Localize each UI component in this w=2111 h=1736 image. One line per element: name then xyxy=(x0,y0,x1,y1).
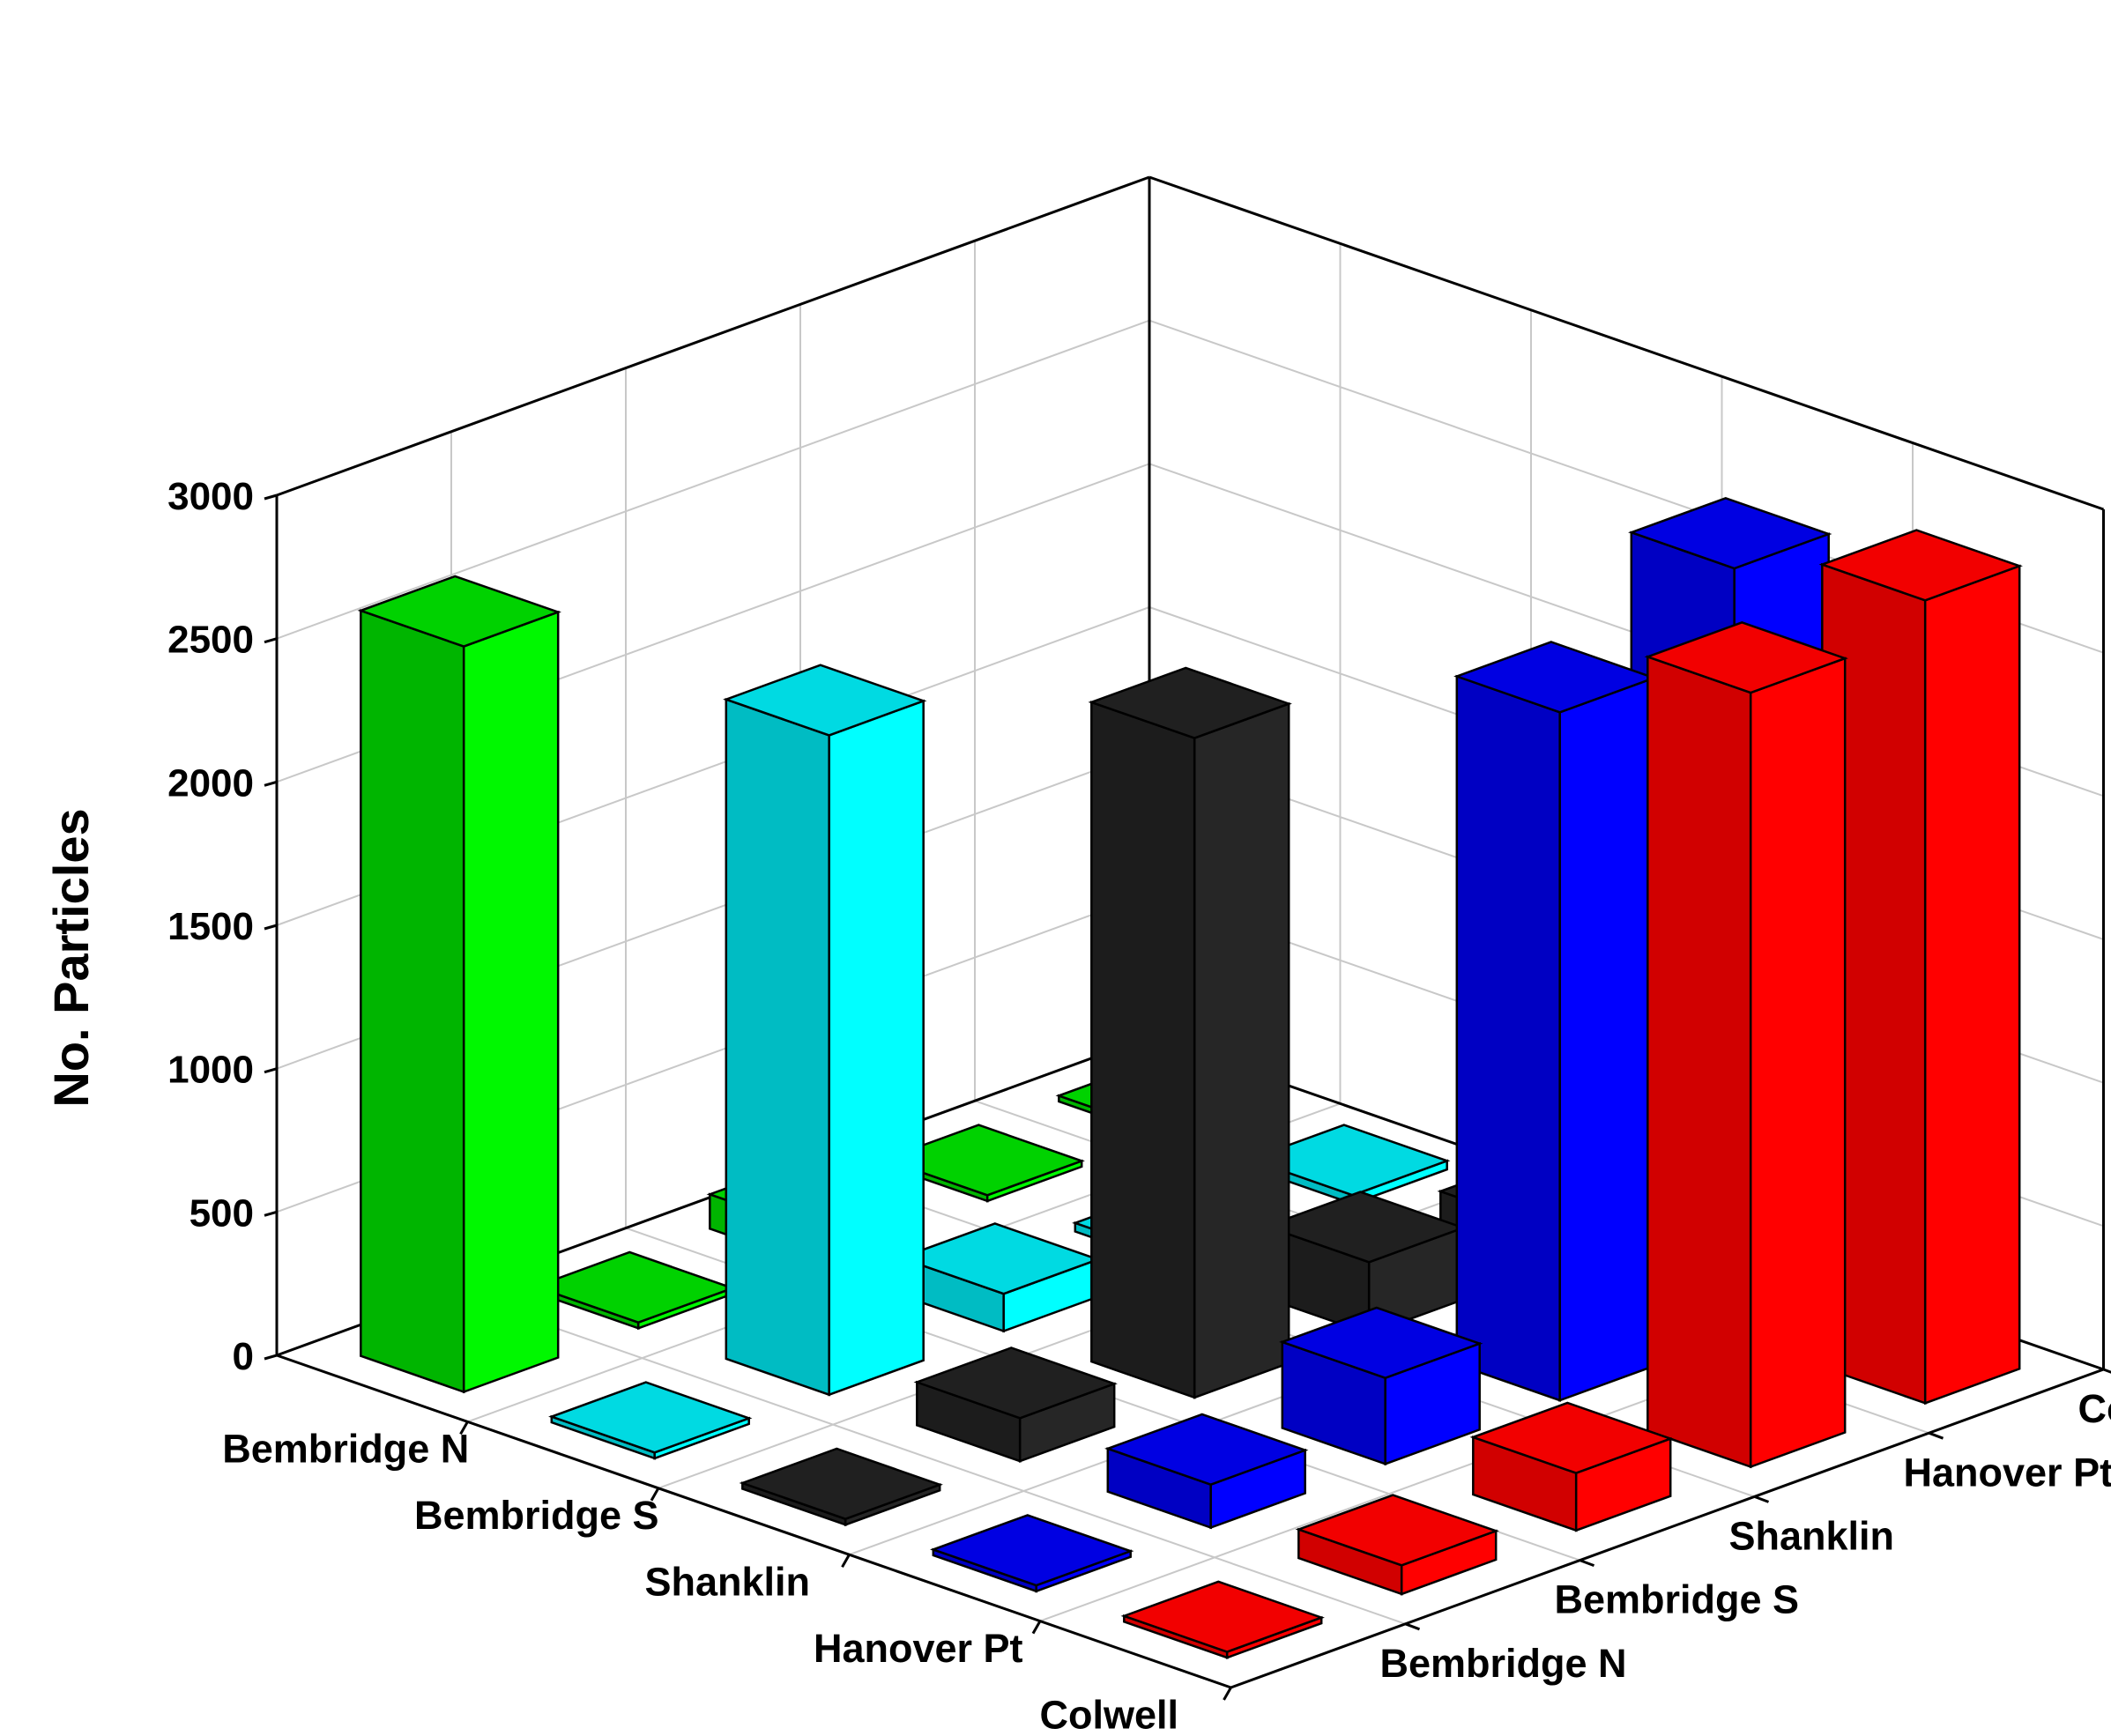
x-category-label: Shanklin xyxy=(644,1560,810,1605)
bar-top-face xyxy=(1120,1580,1325,1653)
z-tick-label: 2500 xyxy=(167,619,254,662)
bar xyxy=(723,664,927,1397)
bar xyxy=(1120,1580,1325,1659)
y-category-label: Bembridge N xyxy=(1380,1641,1627,1686)
z-tick-label: 1000 xyxy=(167,1049,254,1092)
axis-line xyxy=(1230,1368,2105,1689)
bar-front-face xyxy=(725,697,830,1397)
y-category-label: Hanover Pt xyxy=(1904,1450,2111,1495)
x-tick-mark xyxy=(1223,1687,1232,1701)
bar-top-face xyxy=(739,1447,943,1521)
bar xyxy=(531,1250,736,1331)
y-category-label: Colwell xyxy=(2078,1386,2111,1431)
bar-top-face xyxy=(913,1347,1118,1420)
axis-line xyxy=(276,1354,1231,1689)
x-category-label: Hanover Pt xyxy=(814,1626,1023,1671)
bar-side-face xyxy=(1923,564,2021,1406)
x-tick-mark xyxy=(1031,1620,1042,1635)
axis-line xyxy=(276,175,1150,497)
grid-line xyxy=(450,1290,1406,1625)
bar xyxy=(1469,1401,1674,1532)
bar xyxy=(913,1347,1118,1463)
bar xyxy=(548,1381,753,1460)
x-category-label: Bembridge S xyxy=(414,1493,659,1538)
bar-side-face xyxy=(1749,657,1847,1469)
y-tick-mark xyxy=(1753,1495,1770,1503)
bar-top-face xyxy=(1104,1413,1309,1487)
bar-side-face xyxy=(1558,676,1655,1402)
z-tick-label: 3000 xyxy=(167,475,254,518)
bar-top-face xyxy=(881,1124,1085,1197)
z-tick-label: 0 xyxy=(233,1335,254,1378)
chart-labels: 0 500 1000 1500 2000 2500 3000 Bembridge N Bembr… xyxy=(167,475,2111,1736)
bar xyxy=(897,1222,1102,1333)
y-tick-mark xyxy=(1579,1559,1595,1568)
bar xyxy=(1453,641,1658,1402)
x-category-label: Colwell xyxy=(1039,1692,1178,1736)
bar-top-face xyxy=(548,1381,753,1454)
y-tick-mark xyxy=(2102,1368,2111,1374)
bar-top-face xyxy=(1628,496,1832,570)
x-tick-mark xyxy=(459,1421,469,1436)
grid-line xyxy=(276,319,1150,640)
bar-front-face xyxy=(360,609,465,1394)
bar-top-face xyxy=(1818,529,2023,602)
bar-front-face xyxy=(1455,674,1561,1402)
bar xyxy=(1644,620,1848,1469)
bar-top-face xyxy=(1279,1306,1483,1380)
bar xyxy=(739,1447,943,1527)
bar-side-face xyxy=(1193,701,1290,1399)
x-category-label: Bembridge N xyxy=(222,1427,469,1472)
z-tick-mark xyxy=(264,637,278,644)
bar xyxy=(357,575,561,1394)
x-tick-mark xyxy=(650,1487,660,1502)
axis-line xyxy=(1148,175,2104,511)
y-tick-mark xyxy=(1404,1622,1421,1631)
z-axis-title: No. Particles xyxy=(43,808,99,1107)
bar xyxy=(1088,666,1292,1399)
bar xyxy=(1295,1494,1499,1596)
bar-top-face xyxy=(1469,1401,1674,1474)
z-tick-mark xyxy=(264,1210,278,1217)
bar-top-face xyxy=(1644,620,1848,694)
bar-top-face xyxy=(1088,666,1292,739)
bar-top-face xyxy=(531,1250,736,1324)
bar xyxy=(1262,1191,1467,1336)
bar-front-face xyxy=(1646,655,1752,1469)
bar-top-face xyxy=(357,575,561,648)
bar xyxy=(1279,1306,1483,1466)
x-tick-mark xyxy=(841,1554,851,1568)
z-tick-mark xyxy=(264,1067,278,1074)
bar xyxy=(1104,1413,1309,1530)
bar-top-face xyxy=(723,664,927,737)
bar xyxy=(1818,529,2023,1406)
y-tick-mark xyxy=(1928,1431,1944,1440)
bar-side-face xyxy=(828,699,925,1397)
z-tick-label: 2000 xyxy=(167,761,254,805)
y-category-label: Bembridge S xyxy=(1555,1577,1800,1622)
bar-side-face xyxy=(462,610,560,1394)
z-tick-label: 1500 xyxy=(167,905,254,948)
bar-top-face xyxy=(1295,1494,1499,1567)
chart-bars xyxy=(357,496,2023,1659)
z-tick-mark xyxy=(264,780,278,787)
bar-front-face xyxy=(1090,701,1196,1399)
bar xyxy=(930,1514,1134,1593)
z-tick-mark xyxy=(264,924,278,931)
z-tick-mark xyxy=(264,1354,278,1361)
bar-top-face xyxy=(1246,1124,1451,1197)
y-category-label: Shanklin xyxy=(1729,1514,1895,1559)
bar-top-face xyxy=(930,1514,1134,1587)
z-tick-label: 500 xyxy=(190,1191,254,1235)
z-tick-mark xyxy=(264,493,278,501)
